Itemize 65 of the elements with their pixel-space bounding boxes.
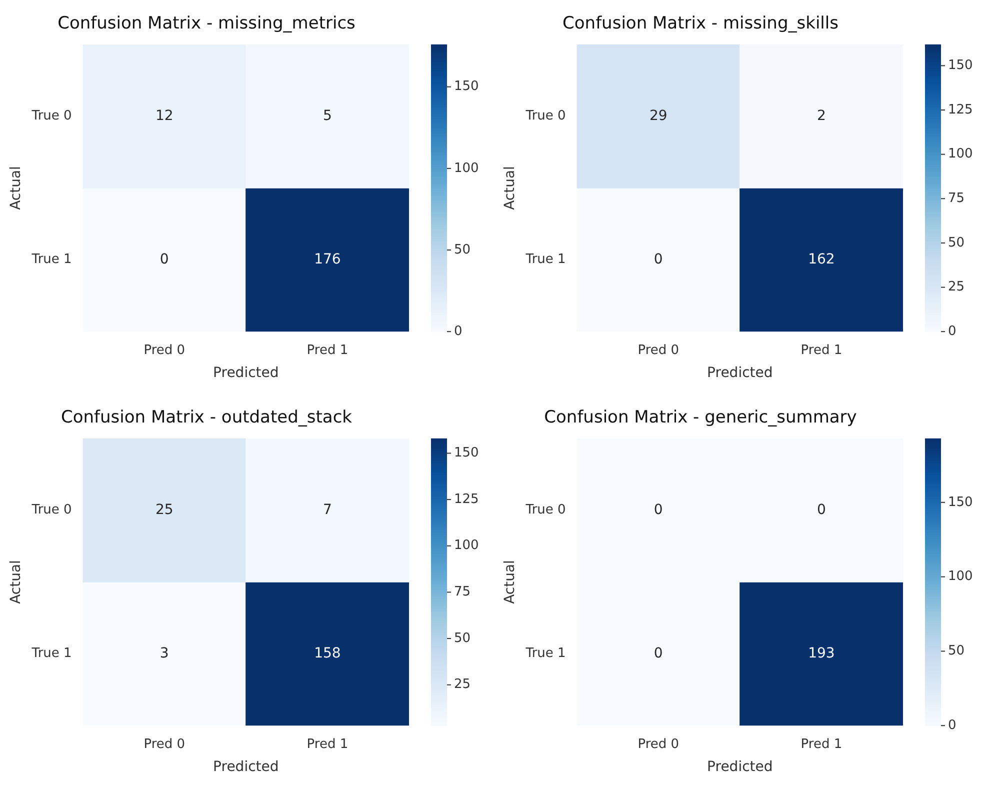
color-bar-label: 50 — [454, 630, 471, 646]
y-tick-label: True 1 — [524, 252, 566, 268]
color-bar-label: 50 — [948, 644, 965, 659]
color-bar-label: 100 — [948, 146, 973, 162]
data-label: 0 — [816, 502, 826, 518]
color-bar-label: 75 — [948, 191, 965, 206]
color-bar-label: 50 — [454, 242, 471, 258]
color-bar-label: 125 — [948, 102, 973, 118]
x-tick-label: Pred 1 — [800, 736, 842, 752]
x-tick-label: Pred 1 — [306, 736, 348, 752]
x-tick-label: Pred 0 — [144, 342, 186, 358]
data-label: 12 — [155, 108, 174, 124]
data-label: 25 — [155, 502, 174, 518]
data-label: 2 — [816, 108, 826, 124]
data-label: 162 — [808, 251, 835, 268]
color-bar-label: 150 — [454, 79, 479, 94]
y-axis-title: Actual — [8, 166, 24, 210]
x-axis-title: Predicted — [213, 759, 279, 776]
x-tick-label: Pred 0 — [144, 736, 186, 752]
color-bar-label: 100 — [454, 538, 479, 554]
color-bar-label: 0 — [948, 718, 956, 733]
y-tick-label: True 1 — [524, 646, 566, 662]
color-bar-label: 25 — [454, 677, 471, 692]
color-bar-label: 0 — [454, 324, 462, 339]
x-tick-label: Pred 0 — [638, 736, 680, 752]
x-axis-title: Predicted — [707, 759, 773, 776]
data-label: 176 — [314, 251, 341, 268]
y-tick-label: True 1 — [30, 252, 72, 268]
color-bar-label: 150 — [948, 58, 973, 74]
color-bar-label: 150 — [948, 494, 973, 510]
color-bar-label: 125 — [454, 492, 479, 507]
x-axis-title: Predicted — [213, 365, 279, 382]
y-tick-label: True 0 — [524, 502, 566, 518]
chart-title: Confusion Matrix - outdated_stack — [60, 408, 352, 428]
y-axis-title: Actual — [502, 166, 518, 210]
color-bar-label: 100 — [454, 160, 479, 176]
color-bar-label: 150 — [454, 446, 479, 461]
data-label: 5 — [322, 108, 332, 124]
data-label: 7 — [322, 502, 332, 518]
data-label: 0 — [654, 502, 663, 518]
data-label: 158 — [314, 645, 341, 662]
color-bar-label: 75 — [454, 584, 471, 600]
y-axis-title: Actual — [502, 560, 518, 604]
data-label: 0 — [654, 645, 663, 662]
data-label: 193 — [808, 645, 835, 662]
data-label: 0 — [160, 251, 169, 268]
y-tick-label: True 1 — [30, 646, 72, 662]
x-axis-title: Predicted — [707, 365, 773, 382]
color-bar-label: 50 — [948, 235, 965, 250]
y-tick-label: True 0 — [30, 108, 72, 124]
x-tick-label: Pred 0 — [638, 342, 680, 358]
x-tick-label: Pred 1 — [800, 342, 842, 358]
y-axis-title: Actual — [8, 560, 24, 604]
y-tick-label: True 0 — [524, 108, 566, 124]
data-label: 0 — [654, 251, 663, 268]
chart-title: Confusion Matrix - missing_skills — [562, 14, 839, 34]
data-label: 3 — [160, 645, 169, 662]
y-tick-label: True 0 — [30, 502, 72, 518]
color-bar-label: 0 — [948, 324, 956, 339]
x-tick-label: Pred 1 — [306, 342, 348, 358]
color-bar-label: 100 — [948, 569, 973, 584]
chart-title: Confusion Matrix - generic_summary — [544, 408, 857, 428]
color-bar-label: 25 — [948, 280, 965, 295]
chart-title: Confusion Matrix - missing_metrics — [58, 14, 356, 34]
data-label: 29 — [649, 108, 668, 124]
